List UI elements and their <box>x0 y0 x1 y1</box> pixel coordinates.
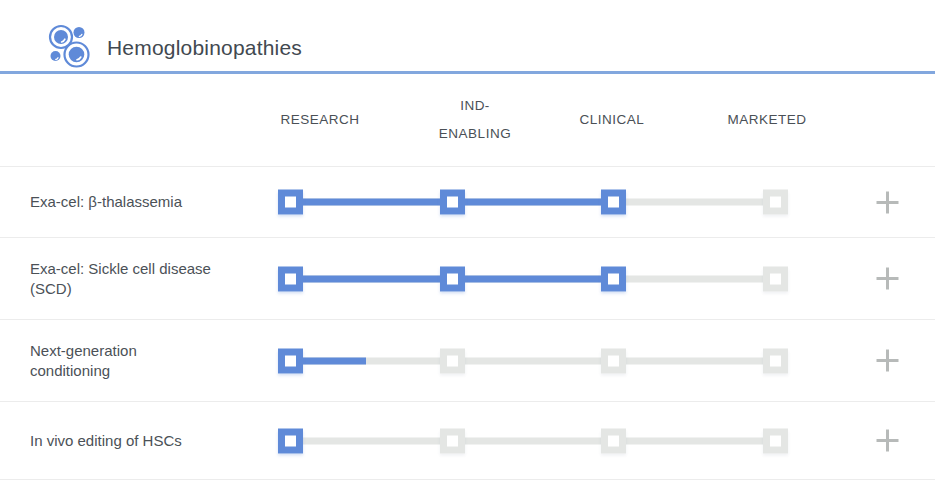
stage-marker-clinical <box>601 348 626 373</box>
track-segment <box>614 199 776 206</box>
stage-marker-research <box>278 428 303 453</box>
track-segment <box>291 437 453 444</box>
stage-marker-marketed <box>763 266 788 291</box>
stage-marker-clinical <box>601 428 626 453</box>
expand-button[interactable] <box>872 346 902 376</box>
stage-marker-research <box>278 190 303 215</box>
progress-track <box>278 428 788 453</box>
stage-header-clinical: CLINICAL <box>580 106 645 134</box>
stage-marker-ind-enabling <box>440 266 465 291</box>
stage-marker-ind-enabling <box>440 348 465 373</box>
track-segment <box>291 199 453 206</box>
stage-header-marketed: MARKETED <box>727 106 806 134</box>
progress-track <box>278 348 788 373</box>
stage-marker-marketed <box>763 348 788 373</box>
page-title: Hemoglobinopathies <box>107 36 302 60</box>
program-rows: Exa-cel: β-thalassemia Exa-cel: Sickle c… <box>0 166 935 480</box>
track-segment <box>614 437 776 444</box>
program-label: Next-generation conditioning <box>30 341 215 380</box>
program-label: In vivo editing of HSCs <box>30 431 215 451</box>
track-segment <box>614 275 776 282</box>
stage-marker-research <box>278 348 303 373</box>
expand-button[interactable] <box>872 187 902 217</box>
track-segment <box>452 199 614 206</box>
pipeline-row: Exa-cel: β-thalassemia <box>0 166 935 237</box>
stage-marker-clinical <box>601 266 626 291</box>
program-label: Exa-cel: Sickle cell disease (SCD) <box>30 259 215 298</box>
plus-icon <box>875 190 900 215</box>
cells-icon <box>47 24 91 68</box>
stage-header-row: RESEARCH IND-ENABLING CLINICAL MARKETED <box>0 74 935 166</box>
plus-icon <box>875 348 900 373</box>
track-segment-fill <box>291 199 453 206</box>
pipeline-row: In vivo editing of HSCs <box>0 401 935 479</box>
header: Hemoglobinopathies <box>0 0 935 71</box>
stage-marker-ind-enabling <box>440 190 465 215</box>
track-segment-fill <box>452 275 614 282</box>
stage-marker-research <box>278 266 303 291</box>
plus-icon <box>875 266 900 291</box>
stage-marker-clinical <box>601 190 626 215</box>
plus-icon <box>875 428 900 453</box>
track-segment <box>452 357 614 364</box>
stage-marker-marketed <box>763 428 788 453</box>
stage-header-ind-enabling: IND-ENABLING <box>433 92 517 147</box>
progress-track <box>278 266 788 291</box>
track-segment <box>452 275 614 282</box>
stage-marker-ind-enabling <box>440 428 465 453</box>
track-segment-fill <box>291 275 453 282</box>
track-segment-fill <box>452 199 614 206</box>
stage-header-research: RESEARCH <box>280 106 359 134</box>
pipeline-row: Next-generation conditioning <box>0 319 935 401</box>
track-segment <box>452 437 614 444</box>
program-label: Exa-cel: β-thalassemia <box>30 192 215 212</box>
expand-button[interactable] <box>872 426 902 456</box>
track-segment <box>291 357 453 364</box>
pipeline-row: Exa-cel: Sickle cell disease (SCD) <box>0 237 935 319</box>
track-segment <box>291 275 453 282</box>
pipeline-widget: Hemoglobinopathies RESEARCH IND-ENABLING C… <box>0 0 935 489</box>
stage-marker-marketed <box>763 190 788 215</box>
progress-track <box>278 190 788 215</box>
track-segment <box>614 357 776 364</box>
expand-button[interactable] <box>872 264 902 294</box>
